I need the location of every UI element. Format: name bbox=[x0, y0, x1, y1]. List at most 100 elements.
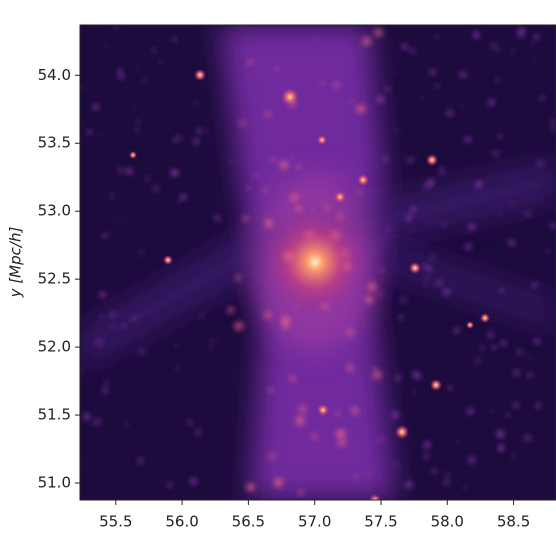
x-tick-label: 58.0 bbox=[431, 513, 464, 531]
x-tick-label: 56.5 bbox=[232, 513, 265, 531]
halo bbox=[423, 450, 426, 453]
halo bbox=[411, 157, 416, 162]
halo bbox=[435, 84, 440, 88]
halo bbox=[246, 483, 255, 492]
halo bbox=[317, 135, 327, 145]
halo bbox=[408, 450, 412, 453]
halo bbox=[174, 39, 178, 42]
halo bbox=[118, 68, 123, 73]
halo bbox=[298, 490, 304, 496]
halo bbox=[246, 186, 251, 191]
halo bbox=[459, 71, 467, 79]
x-tick-label: 55.5 bbox=[99, 513, 132, 531]
halo bbox=[400, 296, 407, 304]
halo bbox=[422, 453, 430, 460]
halo bbox=[377, 435, 385, 443]
halo bbox=[495, 47, 500, 52]
halo bbox=[524, 210, 531, 217]
halo bbox=[85, 289, 88, 292]
x-tick-label: 57.0 bbox=[298, 513, 331, 531]
halo bbox=[444, 479, 450, 485]
y-tick-label: 53.0 bbox=[38, 202, 71, 220]
halo bbox=[174, 366, 179, 371]
y-tick-label: 53.5 bbox=[38, 134, 71, 152]
halo bbox=[393, 72, 396, 75]
halo bbox=[129, 151, 137, 159]
halo bbox=[427, 266, 433, 273]
halo bbox=[95, 338, 103, 346]
halo bbox=[333, 81, 340, 89]
halo bbox=[524, 434, 532, 442]
halo bbox=[439, 168, 445, 174]
halo bbox=[372, 366, 376, 370]
halo bbox=[468, 223, 475, 231]
halo bbox=[487, 331, 495, 339]
halo bbox=[474, 358, 481, 365]
halo bbox=[430, 254, 436, 261]
halo bbox=[516, 349, 523, 355]
halo bbox=[423, 264, 429, 270]
halo bbox=[436, 280, 443, 286]
halo bbox=[234, 274, 242, 281]
y-tick-label: 52.0 bbox=[38, 338, 71, 356]
halo bbox=[484, 279, 487, 282]
halo bbox=[351, 407, 359, 415]
halo bbox=[196, 128, 202, 134]
halo bbox=[400, 119, 403, 122]
halo bbox=[384, 87, 390, 92]
halo bbox=[131, 315, 138, 321]
halo bbox=[465, 243, 472, 250]
halo bbox=[365, 295, 374, 304]
halo bbox=[317, 404, 329, 416]
halo bbox=[444, 472, 450, 477]
halo bbox=[247, 60, 253, 65]
halo bbox=[330, 230, 340, 240]
halo bbox=[401, 43, 408, 50]
halo bbox=[391, 411, 399, 419]
halo bbox=[310, 433, 319, 441]
halo bbox=[125, 168, 133, 175]
halo bbox=[264, 110, 272, 118]
halo bbox=[385, 227, 391, 233]
halo bbox=[491, 344, 497, 350]
halo bbox=[234, 321, 244, 331]
halo bbox=[174, 343, 178, 348]
halo bbox=[321, 303, 329, 311]
halo bbox=[405, 215, 412, 222]
halo bbox=[100, 314, 104, 318]
halo bbox=[534, 338, 540, 345]
halo bbox=[392, 227, 396, 231]
halo bbox=[356, 104, 366, 114]
halo bbox=[262, 187, 268, 193]
halo bbox=[320, 81, 324, 85]
halo bbox=[80, 370, 83, 375]
halo bbox=[398, 315, 403, 320]
halo bbox=[531, 41, 535, 45]
density-image bbox=[80, 25, 556, 500]
halo bbox=[421, 97, 424, 100]
halo bbox=[546, 249, 550, 254]
halo bbox=[496, 430, 504, 438]
halo bbox=[167, 482, 172, 488]
halo bbox=[270, 157, 276, 163]
halo bbox=[199, 314, 204, 319]
halo bbox=[163, 255, 173, 265]
halo bbox=[430, 379, 442, 391]
halo bbox=[466, 321, 474, 329]
halo bbox=[354, 474, 360, 479]
halo bbox=[138, 250, 144, 255]
halo bbox=[409, 262, 421, 274]
halo bbox=[264, 116, 267, 119]
halo bbox=[443, 289, 450, 296]
halo bbox=[440, 290, 443, 293]
halo bbox=[99, 291, 106, 298]
halo bbox=[137, 66, 140, 69]
halo bbox=[406, 157, 412, 164]
halo bbox=[423, 442, 431, 449]
halo bbox=[121, 324, 126, 329]
halo bbox=[281, 88, 299, 106]
halo bbox=[409, 47, 415, 54]
halo bbox=[159, 60, 163, 64]
halo bbox=[532, 58, 536, 61]
